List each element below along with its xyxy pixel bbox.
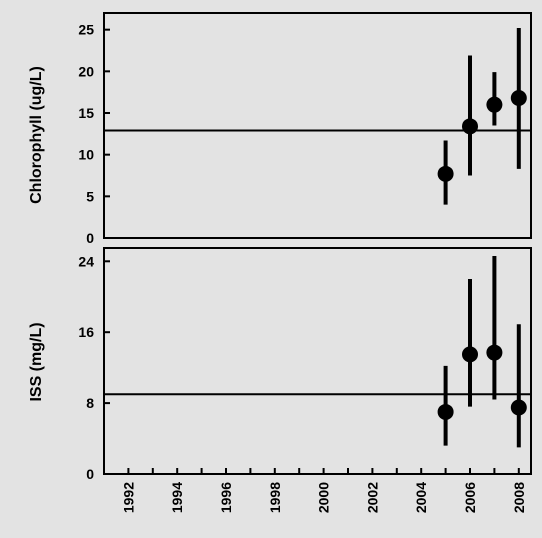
- y-tick-label: 0: [86, 466, 94, 482]
- y-tick-label: 15: [78, 105, 94, 121]
- data-point: [510, 90, 527, 106]
- y-tick-label: 16: [78, 324, 94, 340]
- x-tick-label: 1996: [218, 482, 234, 513]
- data-point: [510, 399, 527, 416]
- x-tick-label: 2004: [413, 482, 429, 513]
- data-point: [486, 96, 503, 113]
- y-axis-label: ISS (mg/L): [28, 322, 45, 401]
- y-tick-label: 24: [78, 253, 94, 269]
- iss-panel: 0 8 16 24 ISS (mg/L) 1992 1994 1996 1998 2000 2002…: [28, 247, 532, 513]
- y-tick-label: 0: [86, 230, 94, 246]
- x-tick-label: 1994: [169, 482, 185, 513]
- x-tick-label: 2006: [462, 482, 478, 513]
- x-tick-label: 1992: [120, 482, 136, 513]
- data-point: [462, 346, 478, 363]
- x-tick-label: 1998: [267, 482, 283, 513]
- y-tick-label: 20: [78, 63, 94, 79]
- y-tick-label: 8: [86, 395, 94, 411]
- data-point: [437, 165, 454, 182]
- y-tick-label: 25: [78, 22, 94, 38]
- x-tick-label: 2008: [511, 482, 527, 513]
- chlorophyll-panel: 0 5 10 15 20 25 Chlorophyll (ug/L): [28, 12, 532, 246]
- data-point: [462, 118, 478, 135]
- data-point: [486, 344, 503, 361]
- x-tick-label: 2002: [364, 482, 380, 513]
- data-point: [437, 403, 454, 420]
- plot-frame: [103, 247, 532, 475]
- plot-frame: [103, 12, 532, 239]
- x-tick-label: 2000: [316, 482, 332, 513]
- y-tick-label: 5: [86, 188, 94, 204]
- y-tick-label: 10: [78, 147, 94, 163]
- y-axis-label: Chlorophyll (ug/L): [28, 66, 45, 204]
